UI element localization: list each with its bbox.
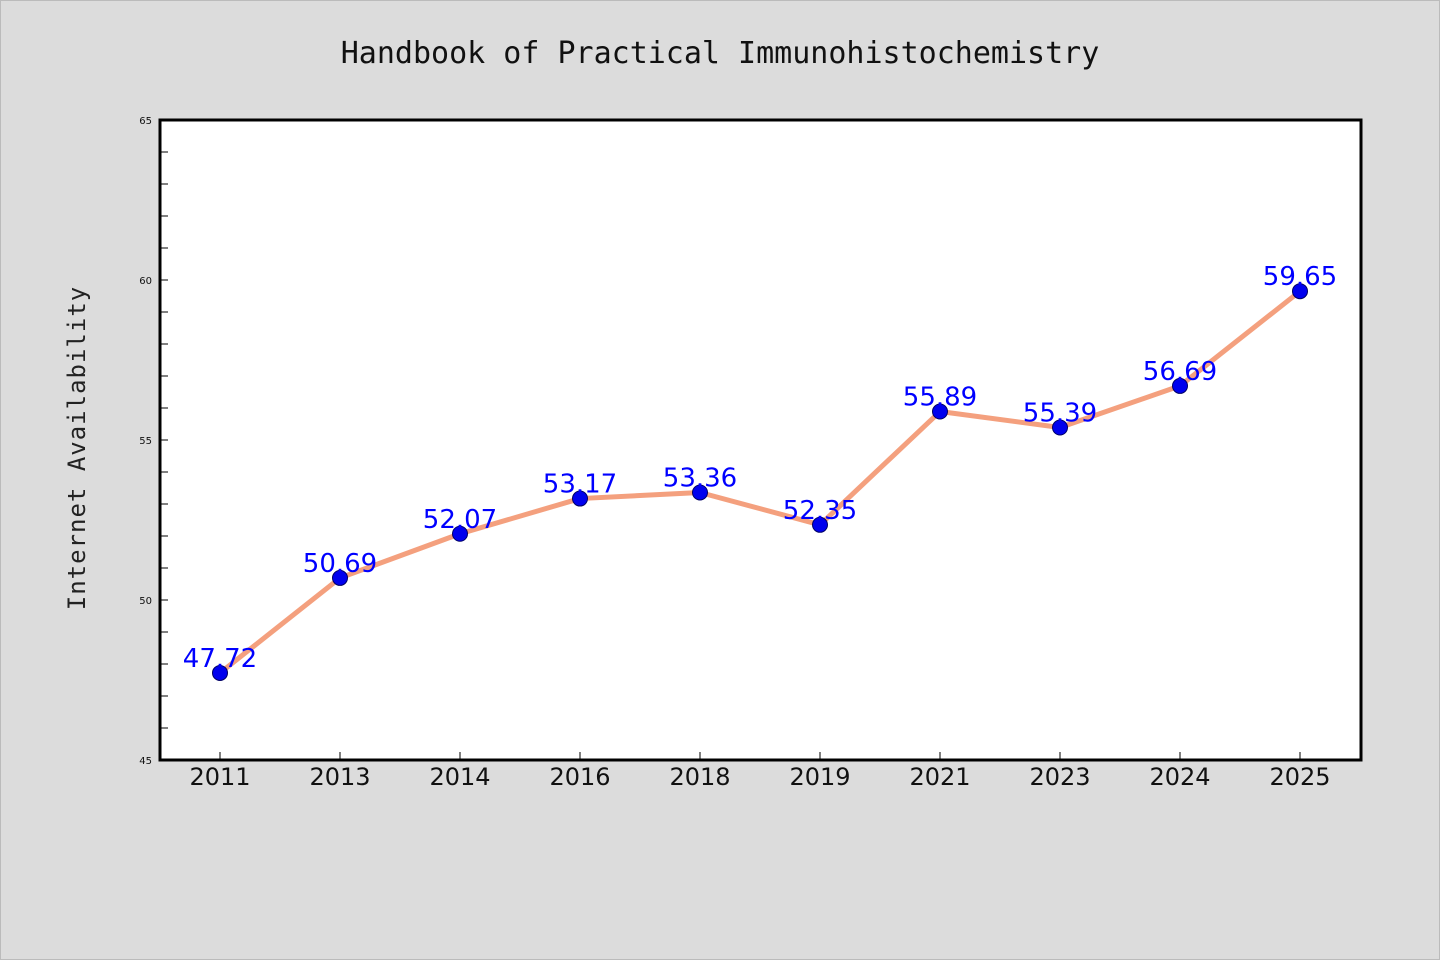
series-line [217, 288, 1303, 676]
data-point-marker [1292, 283, 1308, 300]
data-label: 55.39 [1023, 399, 1097, 429]
axis-ticks: 45 50 55 60 65 2011 2013 2014 2016 2018 2019 2021 20… [139, 116, 1330, 791]
data-label: 52.07 [423, 505, 497, 535]
x-tick-label: 2013 [309, 763, 370, 791]
data-point-marker [1172, 377, 1188, 394]
y-tick-label: 45 [139, 756, 152, 767]
data-point-marker [812, 516, 828, 533]
data-label: 56.69 [1143, 357, 1217, 387]
data-point-marker [572, 490, 588, 507]
data-label: 50.69 [303, 549, 377, 579]
x-tick-label: 2019 [789, 763, 850, 791]
y-tick-label: 65 [139, 116, 152, 127]
data-point-marker [1052, 419, 1068, 436]
x-tick-label: 2024 [1149, 763, 1210, 791]
data-label: 53.17 [543, 470, 617, 500]
data-point-marker [932, 403, 948, 420]
x-tick-label: 2016 [549, 763, 610, 791]
chart-title: Handbook of Practical Immunohistochemist… [341, 36, 1100, 71]
data-point-marker [212, 664, 228, 681]
y-tick-label: 60 [139, 276, 152, 287]
data-point-marker [452, 525, 468, 542]
y-tick-label: 50 [139, 596, 152, 607]
data-label: 55.89 [903, 383, 977, 413]
y-axis-label: Internet Availability [63, 286, 91, 610]
x-tick-label: 2011 [189, 763, 250, 791]
x-tick-label: 2023 [1029, 763, 1090, 791]
series-layer: 47.72 50.69 52.07 53.17 53.36 52.35 55.89 55.39… [183, 262, 1337, 681]
y-tick-label: 55 [139, 436, 152, 447]
x-tick-label: 2018 [669, 763, 730, 791]
data-point-marker [692, 484, 708, 501]
data-label: 53.36 [663, 463, 737, 493]
data-point-marker [332, 569, 348, 586]
data-label: 52.35 [783, 496, 857, 526]
plot-frame [158, 118, 1363, 762]
x-tick-label: 2014 [429, 763, 490, 791]
data-label: 59.65 [1263, 262, 1337, 292]
x-tick-label: 2025 [1269, 763, 1330, 791]
plot-area [160, 120, 1361, 760]
data-label: 47.72 [183, 644, 257, 674]
x-tick-label: 2021 [909, 763, 970, 791]
